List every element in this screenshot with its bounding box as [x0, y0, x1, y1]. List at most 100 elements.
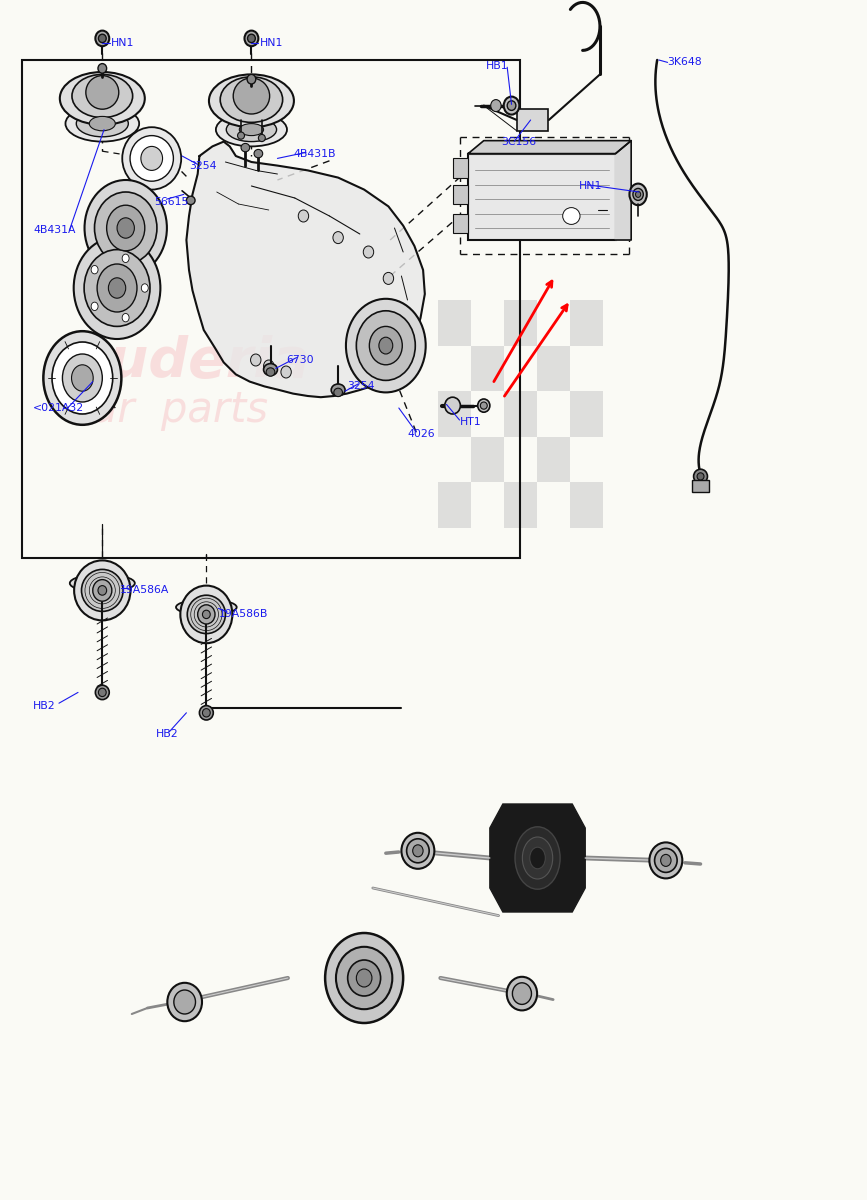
- Ellipse shape: [107, 205, 145, 251]
- Text: HN1: HN1: [111, 38, 134, 48]
- Ellipse shape: [180, 586, 232, 643]
- Ellipse shape: [636, 191, 641, 197]
- Bar: [517, 109, 548, 131]
- Bar: [692, 480, 709, 492]
- Ellipse shape: [281, 366, 291, 378]
- Ellipse shape: [336, 947, 392, 1009]
- Bar: [453, 214, 468, 233]
- Ellipse shape: [187, 595, 225, 634]
- Ellipse shape: [244, 31, 258, 46]
- Ellipse shape: [98, 34, 106, 43]
- Ellipse shape: [122, 254, 129, 263]
- Ellipse shape: [76, 110, 128, 137]
- Bar: [471, 346, 504, 391]
- Ellipse shape: [661, 854, 671, 866]
- Ellipse shape: [81, 569, 123, 611]
- Text: 4B431A: 4B431A: [33, 226, 75, 235]
- Ellipse shape: [413, 845, 423, 857]
- Text: 19A586A: 19A586A: [120, 586, 169, 595]
- Ellipse shape: [91, 265, 98, 274]
- Ellipse shape: [130, 136, 173, 181]
- Ellipse shape: [512, 983, 531, 1004]
- Ellipse shape: [216, 113, 287, 146]
- Bar: [504, 391, 537, 437]
- Ellipse shape: [331, 384, 345, 396]
- Text: 3K648: 3K648: [668, 58, 702, 67]
- Ellipse shape: [98, 64, 107, 73]
- Ellipse shape: [93, 580, 112, 601]
- Ellipse shape: [264, 360, 274, 372]
- Ellipse shape: [507, 101, 516, 110]
- Ellipse shape: [84, 250, 150, 326]
- Ellipse shape: [238, 132, 244, 139]
- Ellipse shape: [655, 848, 677, 872]
- Ellipse shape: [251, 354, 261, 366]
- Polygon shape: [616, 140, 631, 240]
- Ellipse shape: [72, 74, 133, 118]
- Ellipse shape: [199, 706, 213, 720]
- Ellipse shape: [176, 600, 237, 614]
- Bar: [468, 154, 616, 240]
- Ellipse shape: [333, 232, 343, 244]
- Ellipse shape: [140, 146, 163, 170]
- Ellipse shape: [71, 365, 93, 391]
- Text: HT1: HT1: [460, 418, 481, 427]
- Ellipse shape: [97, 264, 137, 312]
- Ellipse shape: [74, 560, 130, 620]
- Ellipse shape: [445, 397, 460, 414]
- Polygon shape: [186, 142, 425, 397]
- Text: HN1: HN1: [579, 181, 603, 191]
- Ellipse shape: [368, 348, 378, 360]
- Ellipse shape: [184, 601, 229, 613]
- Ellipse shape: [117, 217, 134, 238]
- Ellipse shape: [86, 76, 119, 109]
- Text: <021A32: <021A32: [33, 403, 84, 413]
- Text: 56615: 56615: [154, 197, 189, 206]
- Ellipse shape: [226, 118, 277, 142]
- Ellipse shape: [220, 77, 283, 122]
- Bar: [570, 391, 603, 437]
- Ellipse shape: [173, 990, 195, 1014]
- Ellipse shape: [186, 196, 195, 205]
- Text: HB1: HB1: [486, 61, 508, 71]
- Ellipse shape: [89, 116, 115, 131]
- Ellipse shape: [91, 302, 98, 311]
- Text: 3254: 3254: [189, 161, 217, 170]
- Ellipse shape: [247, 34, 255, 43]
- Ellipse shape: [348, 960, 381, 996]
- Ellipse shape: [247, 74, 256, 84]
- Bar: [570, 482, 603, 528]
- Ellipse shape: [95, 31, 109, 46]
- Ellipse shape: [629, 184, 647, 205]
- Ellipse shape: [504, 96, 519, 114]
- Ellipse shape: [74, 236, 160, 338]
- Ellipse shape: [98, 689, 106, 696]
- Ellipse shape: [95, 192, 157, 264]
- Ellipse shape: [62, 354, 102, 402]
- Ellipse shape: [530, 847, 545, 869]
- Ellipse shape: [480, 402, 487, 409]
- Ellipse shape: [522, 838, 553, 878]
- Ellipse shape: [202, 610, 210, 619]
- Ellipse shape: [385, 300, 395, 312]
- Ellipse shape: [383, 272, 394, 284]
- Ellipse shape: [325, 934, 403, 1022]
- Ellipse shape: [65, 106, 139, 142]
- Ellipse shape: [694, 469, 707, 484]
- Bar: [453, 185, 468, 204]
- Ellipse shape: [258, 134, 265, 142]
- Text: HN1: HN1: [260, 38, 284, 48]
- Bar: [22, 60, 520, 558]
- Ellipse shape: [378, 328, 388, 340]
- Ellipse shape: [334, 388, 342, 396]
- Ellipse shape: [506, 977, 538, 1010]
- Ellipse shape: [649, 842, 682, 878]
- Ellipse shape: [478, 398, 490, 412]
- Ellipse shape: [379, 337, 393, 354]
- Ellipse shape: [108, 277, 126, 298]
- Ellipse shape: [43, 331, 121, 425]
- Ellipse shape: [515, 827, 560, 889]
- Ellipse shape: [78, 576, 127, 589]
- Ellipse shape: [356, 970, 372, 986]
- Ellipse shape: [363, 246, 374, 258]
